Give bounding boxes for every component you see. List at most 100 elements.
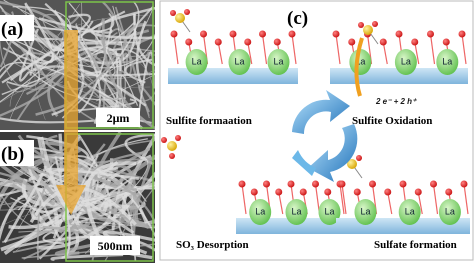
oxygen-atom — [427, 30, 434, 38]
fiber — [83, 70, 155, 77]
oxygen-atom — [273, 38, 281, 46]
bond — [173, 33, 179, 65]
bond — [414, 41, 420, 65]
la-atom — [267, 49, 290, 75]
fiber — [0, 181, 155, 209]
bond — [461, 33, 467, 65]
desorbed-molecule — [161, 135, 181, 159]
bond — [247, 41, 253, 65]
fiber — [102, 1, 138, 78]
fiber — [1, 21, 136, 96]
fiber — [39, 136, 86, 213]
bond — [278, 191, 284, 215]
oxygen-atom — [312, 180, 319, 188]
sulfur-atom — [175, 13, 185, 23]
cycle-arrows — [292, 90, 358, 182]
bond — [341, 183, 347, 215]
label-box — [0, 15, 34, 41]
oxygen-atom — [372, 21, 378, 27]
oxygen-atom — [263, 180, 270, 188]
atom-label: La — [442, 56, 452, 66]
oxygen-atom — [445, 188, 453, 196]
fiber — [0, 162, 55, 206]
fiber — [0, 117, 105, 124]
bond — [429, 33, 436, 65]
fiber — [42, 140, 82, 159]
oxygen-atom — [175, 135, 181, 141]
fiber — [138, 84, 155, 113]
oxygen-atom — [399, 180, 407, 188]
la-atom — [398, 199, 421, 225]
oxygen-atom — [348, 38, 356, 46]
fiber — [102, 20, 155, 130]
bond — [339, 183, 345, 215]
oxygen-atom — [369, 180, 376, 188]
fiber — [18, 28, 39, 82]
fiber — [0, 61, 131, 110]
la-atom — [185, 49, 208, 75]
oxygen-atom — [338, 180, 346, 188]
atom-label: La — [273, 56, 283, 66]
fiber — [45, 167, 140, 180]
fiber — [42, 202, 92, 230]
bond — [241, 183, 247, 215]
fiber — [54, 155, 71, 259]
oxygen-atom — [244, 38, 252, 46]
scenes: La La La La La La La La La La La La — [161, 9, 470, 234]
la-atom — [438, 199, 461, 225]
sulfur-atom — [347, 159, 357, 169]
la-atom — [285, 199, 308, 225]
oxygen-atom — [384, 188, 392, 196]
bond — [217, 41, 223, 65]
fiber — [0, 28, 127, 101]
la-atom — [249, 199, 272, 225]
fiber — [0, 37, 64, 90]
fiber — [33, 31, 120, 101]
oxygen-atom — [324, 188, 332, 196]
oxygen-atom — [414, 188, 422, 196]
la-atom — [318, 199, 341, 225]
fiber — [135, 160, 154, 227]
oxygen-atom — [332, 30, 340, 38]
fiber — [1, 13, 91, 84]
fiber — [39, 67, 155, 79]
label-box — [0, 140, 34, 166]
atom-label: La — [445, 206, 455, 216]
scale-bar-label: 500nm — [98, 239, 133, 253]
scale-box — [96, 108, 140, 127]
la-atom — [354, 199, 377, 225]
fiber — [5, 59, 64, 93]
bond — [387, 191, 393, 215]
oxygen-atom — [229, 30, 237, 38]
fiber — [79, 31, 98, 72]
fiber — [76, 154, 133, 207]
panel-label: (b) — [1, 144, 24, 165]
bond — [261, 33, 268, 65]
oxygen-atom — [185, 38, 193, 46]
atom-label: La — [360, 206, 370, 216]
oxygen-atom — [288, 30, 296, 38]
step-label: Sulfate formation — [374, 239, 457, 251]
fiber — [124, 133, 155, 166]
atom-label: La — [324, 206, 334, 216]
atom-label: La — [234, 56, 244, 66]
oxygen-atom — [161, 137, 167, 143]
fibers — [0, 0, 155, 130]
oxygen-atom — [169, 153, 175, 159]
atom-label: La — [192, 56, 202, 66]
fiber — [0, 56, 155, 104]
bond — [463, 183, 469, 215]
oxygen-atom — [259, 30, 266, 38]
oxygen-atom — [184, 9, 190, 15]
oxygen-atom — [214, 38, 222, 46]
atom-label: La — [291, 206, 301, 216]
fiber — [9, 4, 80, 120]
fiber — [124, 58, 154, 84]
charge-label: 2 e⁻ + 2 h⁺ — [375, 97, 417, 106]
oxygen-atom — [353, 188, 361, 196]
step-label: Sulfite formaation — [166, 115, 252, 127]
fiber — [85, 86, 151, 110]
la-atom — [436, 49, 459, 75]
atom-label: La — [355, 56, 365, 66]
